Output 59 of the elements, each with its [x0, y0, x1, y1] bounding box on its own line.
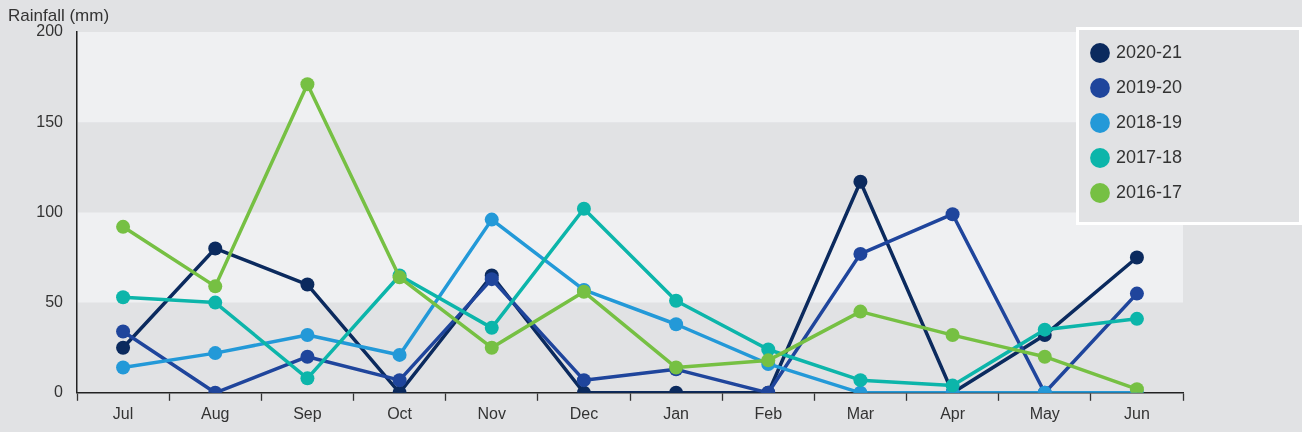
legend-label: 2019-20 — [1116, 76, 1183, 97]
point — [208, 279, 223, 294]
x-tick-label: Mar — [846, 404, 875, 422]
x-tick-label: Dec — [569, 404, 599, 422]
point — [484, 320, 499, 335]
legend-label: 2016-17 — [1116, 181, 1183, 202]
point — [116, 324, 131, 339]
point — [1037, 322, 1052, 337]
point — [576, 201, 591, 216]
x-tick-label: May — [1029, 404, 1060, 422]
x-tick-label: Apr — [940, 404, 966, 422]
point — [300, 77, 315, 92]
x-tick-label: Jul — [112, 404, 134, 422]
point — [116, 219, 131, 234]
y-axis-title: Rainfall (mm) — [8, 6, 110, 25]
x-tick-label: Oct — [387, 404, 413, 422]
point — [116, 360, 131, 375]
point — [853, 246, 868, 261]
point — [945, 328, 960, 343]
x-tick-label: Feb — [754, 404, 783, 422]
point — [300, 349, 315, 364]
x-tick-label: Jun — [1124, 404, 1150, 422]
point — [116, 340, 131, 355]
point — [1129, 311, 1144, 326]
y-tick-label: 150 — [36, 112, 64, 130]
legend-label: 2018-19 — [1116, 111, 1183, 132]
x-tick-label: Nov — [477, 404, 506, 422]
point — [484, 212, 499, 227]
point — [1129, 286, 1144, 301]
point — [1037, 349, 1052, 364]
point — [669, 317, 684, 332]
point — [945, 378, 960, 393]
y-tick-label: 0 — [54, 383, 64, 401]
point — [116, 290, 131, 305]
legend-label: 2020-21 — [1116, 41, 1183, 62]
point — [576, 373, 591, 388]
point — [208, 241, 223, 256]
x-tick-label: Sep — [293, 404, 322, 422]
point — [300, 328, 315, 343]
y-tick-label: 50 — [45, 293, 64, 311]
point — [853, 174, 868, 189]
point — [669, 293, 684, 308]
point — [208, 295, 223, 310]
point — [208, 346, 223, 361]
point — [392, 373, 407, 388]
point — [300, 371, 315, 386]
point — [853, 304, 868, 319]
point — [945, 207, 960, 222]
legend-label: 2017-18 — [1116, 146, 1183, 167]
point — [392, 347, 407, 362]
x-tick-label: Aug — [201, 404, 230, 422]
x-tick-label: Jan — [663, 404, 689, 422]
point — [1129, 250, 1144, 265]
point — [484, 340, 499, 355]
point — [300, 277, 315, 292]
y-tick-label: 200 — [36, 22, 64, 40]
y-tick-label: 100 — [36, 202, 64, 220]
point — [484, 272, 499, 287]
point — [853, 373, 868, 388]
